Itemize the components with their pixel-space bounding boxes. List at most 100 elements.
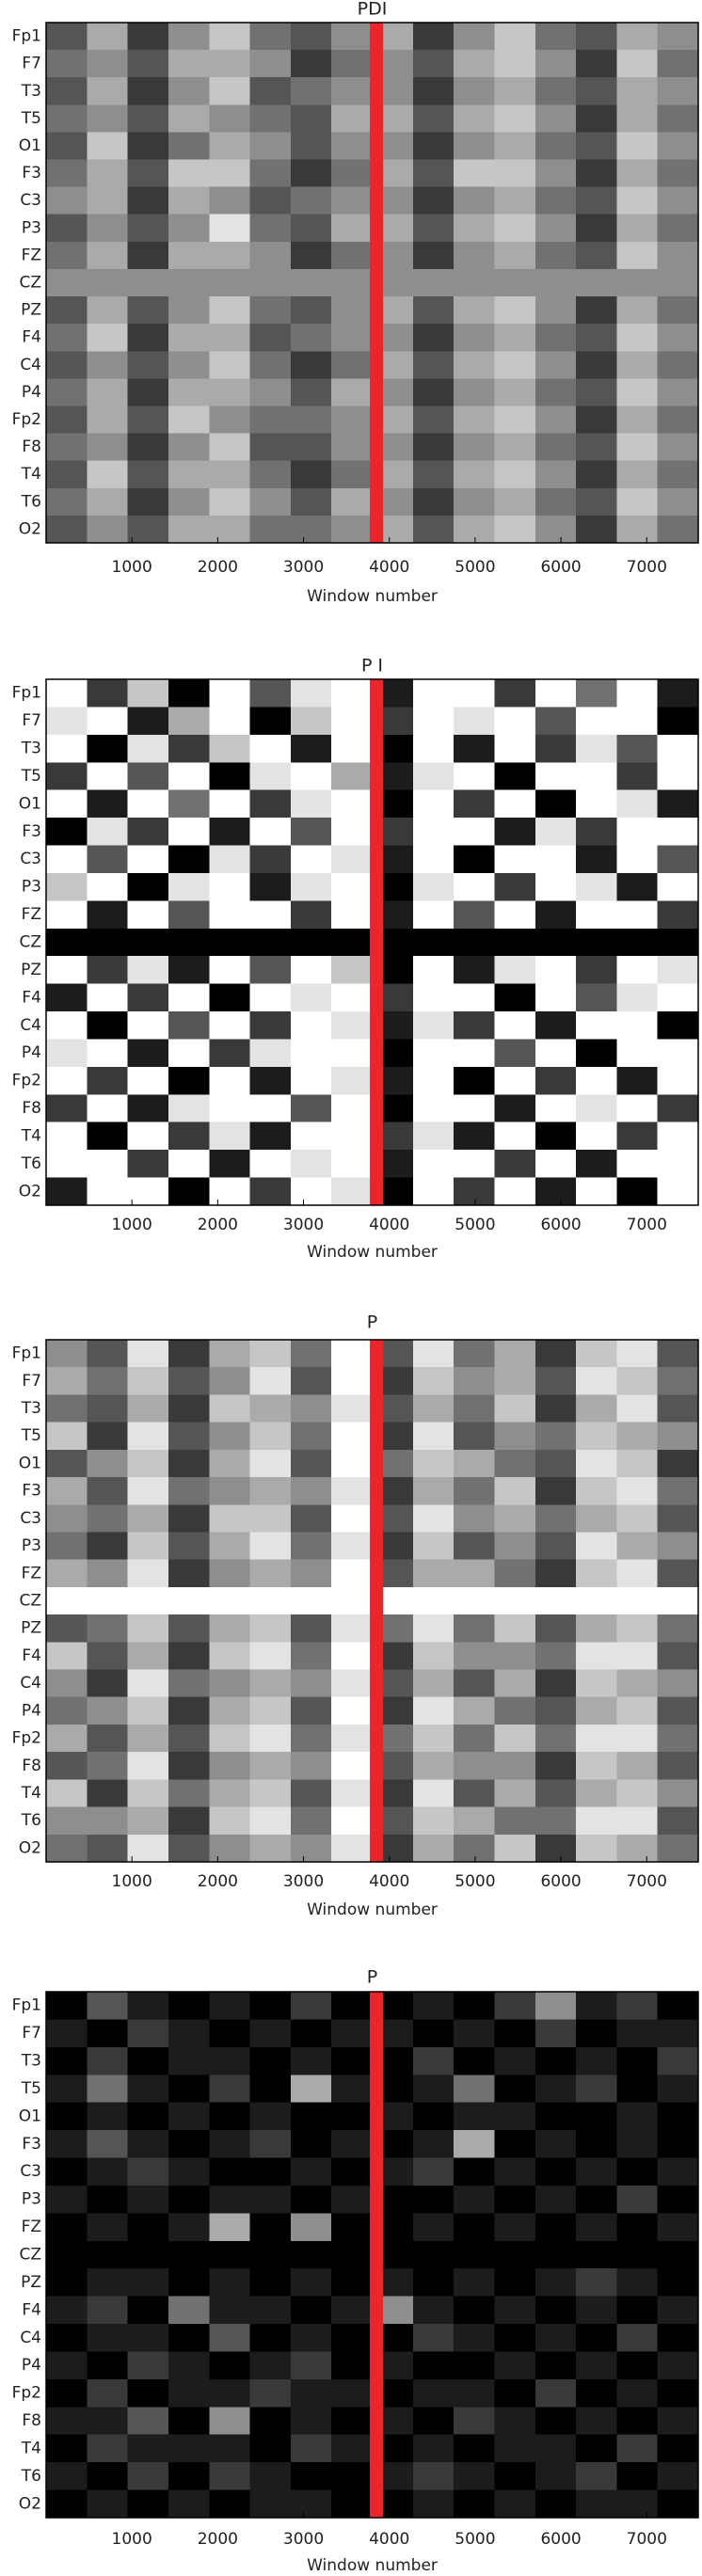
heatmap-cell — [657, 845, 699, 874]
heatmap-cell — [331, 983, 373, 1012]
heatmap-cell — [657, 734, 699, 763]
heatmap-cell — [494, 460, 536, 489]
heatmap-cell — [249, 679, 292, 708]
heatmap-cell — [616, 1066, 659, 1095]
heatmap-cell — [168, 707, 210, 736]
heatmap-cell — [576, 487, 617, 517]
row-label: C3 — [20, 850, 41, 868]
heatmap-cell — [209, 1992, 251, 2020]
heatmap-cell — [454, 1779, 495, 1808]
heatmap-cell — [534, 433, 577, 462]
heatmap-cell — [249, 214, 292, 243]
heatmap-cell — [249, 1094, 292, 1123]
heatmap-cell — [331, 2019, 373, 2048]
heatmap-cell — [454, 1504, 495, 1533]
heatmap-cell — [168, 268, 210, 297]
row-label: T3 — [21, 1399, 41, 1418]
heatmap-cell — [209, 872, 251, 901]
heatmap-cell — [534, 1150, 577, 1179]
heatmap-cell — [657, 487, 699, 517]
heatmap-cell — [209, 23, 251, 51]
heatmap-cell — [46, 2489, 88, 2519]
heatmap-cell — [209, 515, 251, 544]
heatmap-cell — [494, 2102, 536, 2131]
heatmap-cell — [412, 734, 455, 763]
heatmap-cell — [657, 2130, 699, 2159]
heatmap-cell — [209, 1094, 251, 1123]
heatmap-cell — [290, 50, 332, 78]
row-label: F8 — [22, 1757, 41, 1775]
heatmap-cell — [657, 405, 699, 435]
heatmap-cell — [657, 2075, 699, 2104]
heatmap-cell — [46, 1992, 88, 2020]
heatmap-cell — [209, 1724, 251, 1753]
heatmap-cell — [494, 1614, 536, 1643]
heatmap-cell — [657, 1992, 699, 2020]
x-tick-label: 3000 — [283, 1216, 324, 1234]
heatmap-cell — [616, 214, 659, 243]
heatmap-cell — [331, 679, 373, 708]
heatmap-cell — [331, 2434, 373, 2463]
heatmap-cell — [616, 159, 659, 188]
heatmap-cell — [454, 2019, 495, 2048]
heatmap-cell — [209, 2407, 251, 2436]
heatmap-cell — [576, 1532, 617, 1561]
heatmap-cell — [46, 762, 88, 791]
heatmap-cell — [127, 707, 169, 736]
heatmap-cell — [46, 2102, 88, 2131]
heatmap-cell — [290, 734, 332, 763]
row-label: O1 — [19, 2107, 41, 2125]
heatmap-cell — [87, 1532, 129, 1561]
heatmap-cell — [616, 956, 659, 985]
heatmap-cell — [127, 956, 169, 985]
heatmap-cell — [412, 707, 455, 736]
heatmap-cell — [127, 50, 169, 78]
heatmap-cell — [168, 2489, 210, 2519]
heatmap-cell — [494, 241, 536, 270]
row-label: FZ — [22, 246, 41, 264]
row-label: T5 — [21, 109, 41, 128]
heatmap-cell — [46, 487, 88, 517]
heatmap-cell — [46, 734, 88, 763]
heatmap-cell — [87, 872, 129, 901]
heatmap-cell — [657, 104, 699, 133]
heatmap-cell — [616, 1752, 659, 1780]
heatmap-cell — [534, 159, 577, 188]
heatmap-cell — [249, 956, 292, 985]
heatmap-cell — [249, 2324, 292, 2352]
heatmap-cell — [576, 1696, 617, 1725]
heatmap-cell — [290, 1696, 332, 1725]
heatmap-cell — [46, 1150, 88, 1179]
heatmap-cell — [331, 1532, 373, 1561]
heatmap-cell — [290, 487, 332, 517]
heatmap-cell — [46, 186, 88, 215]
heatmap-cell — [331, 2240, 373, 2269]
heatmap-cell — [657, 872, 699, 901]
heatmap-cell — [127, 762, 169, 791]
heatmap-cell — [657, 2268, 699, 2298]
heatmap-cell — [46, 956, 88, 985]
heatmap-cell — [534, 2185, 577, 2214]
heatmap-cell — [331, 1011, 373, 1040]
heatmap-cell — [412, 1532, 455, 1561]
heatmap-cell — [249, 1614, 292, 1643]
row-label: P3 — [22, 1536, 41, 1555]
heatmap-cell — [616, 1532, 659, 1561]
heatmap-cell — [494, 296, 536, 325]
x-axis-label: Window number — [307, 2556, 438, 2575]
heatmap-cell — [454, 2240, 495, 2269]
row-label: F4 — [22, 328, 41, 347]
heatmap-cell — [168, 1394, 210, 1423]
heatmap-cell — [616, 734, 659, 763]
heatmap-cell — [331, 378, 373, 406]
heatmap-cell — [46, 1121, 88, 1151]
heatmap-cell — [657, 956, 699, 985]
heatmap-cell — [616, 845, 659, 874]
heatmap-cell — [454, 1532, 495, 1561]
heatmap-cell — [87, 1696, 129, 1725]
heatmap-cell — [168, 2434, 210, 2463]
heatmap-cell — [454, 1559, 495, 1588]
heatmap-cell — [331, 460, 373, 489]
heatmap-cell — [454, 2268, 495, 2298]
heatmap-cell — [494, 1039, 536, 1068]
